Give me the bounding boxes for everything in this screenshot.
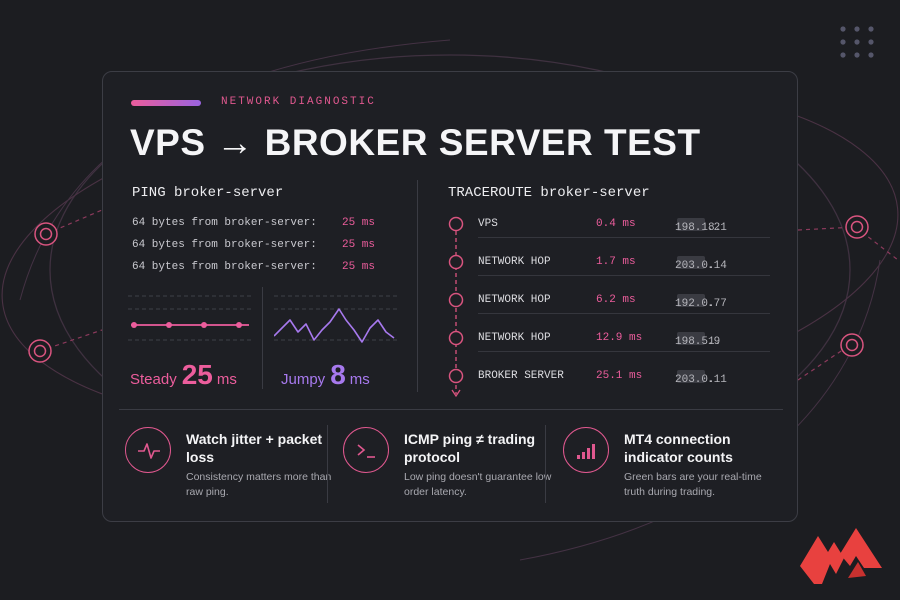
- hop-ip-suffix: .21: [707, 222, 727, 234]
- hop-ip-suffix: .11: [707, 374, 727, 386]
- traceroute-hop: NETWORK HOP 1.7 ms 203.0. .14: [478, 252, 770, 276]
- hop-ip: 203.0. .11: [675, 370, 727, 386]
- ping-title: PING broker-server: [132, 185, 284, 201]
- signal-bars-icon: [563, 427, 609, 473]
- hop-name: NETWORK HOP: [478, 294, 551, 306]
- diagnostic-card: NETWORK DIAGNOSTIC VPS → BROKER SERVER T…: [102, 71, 798, 522]
- ping-row-ms: 25 ms: [342, 239, 376, 251]
- hop-ip-suffix: .9: [707, 336, 721, 348]
- hop-ip-suffix: .14: [707, 260, 727, 272]
- jumpy-value: 8: [330, 359, 346, 390]
- terminal-icon: [343, 427, 389, 473]
- traceroute-hop: VPS 0.4 ms 198.18. .21: [478, 214, 770, 238]
- traceroute-hop: NETWORK HOP 12.9 ms 198.51. .9: [478, 328, 770, 352]
- hop-ip-prefix: 192.0.: [675, 298, 715, 310]
- ip-redaction: [677, 332, 705, 345]
- traceroute-hop: NETWORK HOP 6.2 ms 192.0. .77: [478, 290, 770, 314]
- ping-row-ms: 25 ms: [342, 261, 376, 273]
- jumpy-stat: Jumpy 8 ms: [281, 359, 370, 391]
- hop-name: BROKER SERVER: [478, 370, 564, 382]
- ip-redaction: [677, 218, 705, 231]
- hop-latency: 25.1 ms: [596, 370, 643, 382]
- panel-divider: [417, 180, 418, 392]
- node-circle-right-bottom: [840, 333, 864, 357]
- hop-latency: 12.9 ms: [596, 332, 643, 344]
- jumpy-latency-sparkline: [274, 295, 398, 343]
- ping-row-text: 64 bytes from broker-server:: [132, 239, 317, 251]
- steady-unit: ms: [216, 371, 237, 388]
- hop-ip: 203.0. .14: [675, 256, 727, 272]
- jumpy-unit: ms: [349, 371, 370, 388]
- hop-name: VPS: [478, 218, 498, 230]
- dot-grid-decoration: [840, 26, 874, 58]
- node-circle-right-top: [845, 215, 869, 239]
- hop-ip-prefix: 198.18.: [675, 222, 722, 234]
- traceroute-title: TRACEROUTE broker-server: [448, 185, 650, 201]
- pulse-icon: [125, 427, 171, 473]
- page-title: VPS → BROKER SERVER TEST: [130, 122, 701, 163]
- feature-divider: [327, 425, 328, 503]
- feature-title: Watch jitter + packet loss: [186, 431, 323, 465]
- eyebrow-label: NETWORK DIAGNOSTIC: [221, 96, 376, 108]
- ping-row-text: 64 bytes from broker-server:: [132, 217, 317, 229]
- ping-row: 64 bytes from broker-server: 25 ms: [132, 239, 375, 251]
- feature-description: Green bars are your real-time truth duri…: [624, 471, 762, 498]
- hop-name: NETWORK HOP: [478, 332, 551, 344]
- ping-row-ms: 25 ms: [342, 217, 376, 229]
- ping-row: 64 bytes from broker-server: 25 ms: [132, 261, 375, 273]
- node-circle-left-top: [34, 222, 58, 246]
- feature-description: Low ping doesn't guarantee low order lat…: [404, 471, 552, 498]
- traceroute-hop: BROKER SERVER 25.1 ms 203.0. .11: [478, 366, 770, 390]
- feature-icmp: ICMP ping ≠ trading protocol Low ping do…: [343, 427, 551, 507]
- hop-ip-prefix: 198.51.: [675, 336, 722, 348]
- hop-latency: 1.7 ms: [596, 256, 636, 268]
- feature-title: MT4 connection indicator counts: [624, 431, 733, 465]
- feature-mt4: MT4 connection indicator counts Green ba…: [563, 427, 773, 507]
- steady-latency-sparkline: [128, 295, 252, 341]
- hop-name: NETWORK HOP: [478, 256, 551, 268]
- ip-redaction: [677, 370, 705, 383]
- hop-ip: 198.18. .21: [675, 218, 727, 234]
- ip-redaction: [677, 256, 705, 269]
- ping-row: 64 bytes from broker-server: 25 ms: [132, 217, 375, 229]
- hop-ip-prefix: 203.0.: [675, 374, 715, 386]
- hop-ip-prefix: 203.0.: [675, 260, 715, 272]
- steady-label: Steady: [130, 371, 177, 388]
- brand-logo: [800, 528, 882, 584]
- hop-ip: 192.0. .77: [675, 294, 727, 310]
- ping-row-text: 64 bytes from broker-server:: [132, 261, 317, 273]
- hop-latency: 0.4 ms: [596, 218, 636, 230]
- hop-ip: 198.51. .9: [675, 332, 721, 348]
- jumpy-label: Jumpy: [281, 371, 326, 388]
- accent-bar: [131, 100, 201, 106]
- steady-value: 25: [181, 359, 213, 390]
- feature-title: ICMP ping ≠ trading protocol: [404, 431, 536, 465]
- hop-latency: 6.2 ms: [596, 294, 636, 306]
- feature-jitter: Watch jitter + packet loss Consistency m…: [125, 427, 331, 507]
- section-divider: [119, 409, 783, 410]
- steady-stat: Steady 25 ms: [130, 359, 237, 391]
- node-circle-left-bottom: [28, 339, 52, 363]
- ping-chart-divider: [262, 287, 263, 389]
- feature-divider: [545, 425, 546, 503]
- feature-description: Consistency matters more than raw ping.: [186, 471, 332, 498]
- hop-ip-suffix: .77: [707, 298, 727, 310]
- traceroute-path-line: [448, 216, 464, 398]
- ip-redaction: [677, 294, 705, 307]
